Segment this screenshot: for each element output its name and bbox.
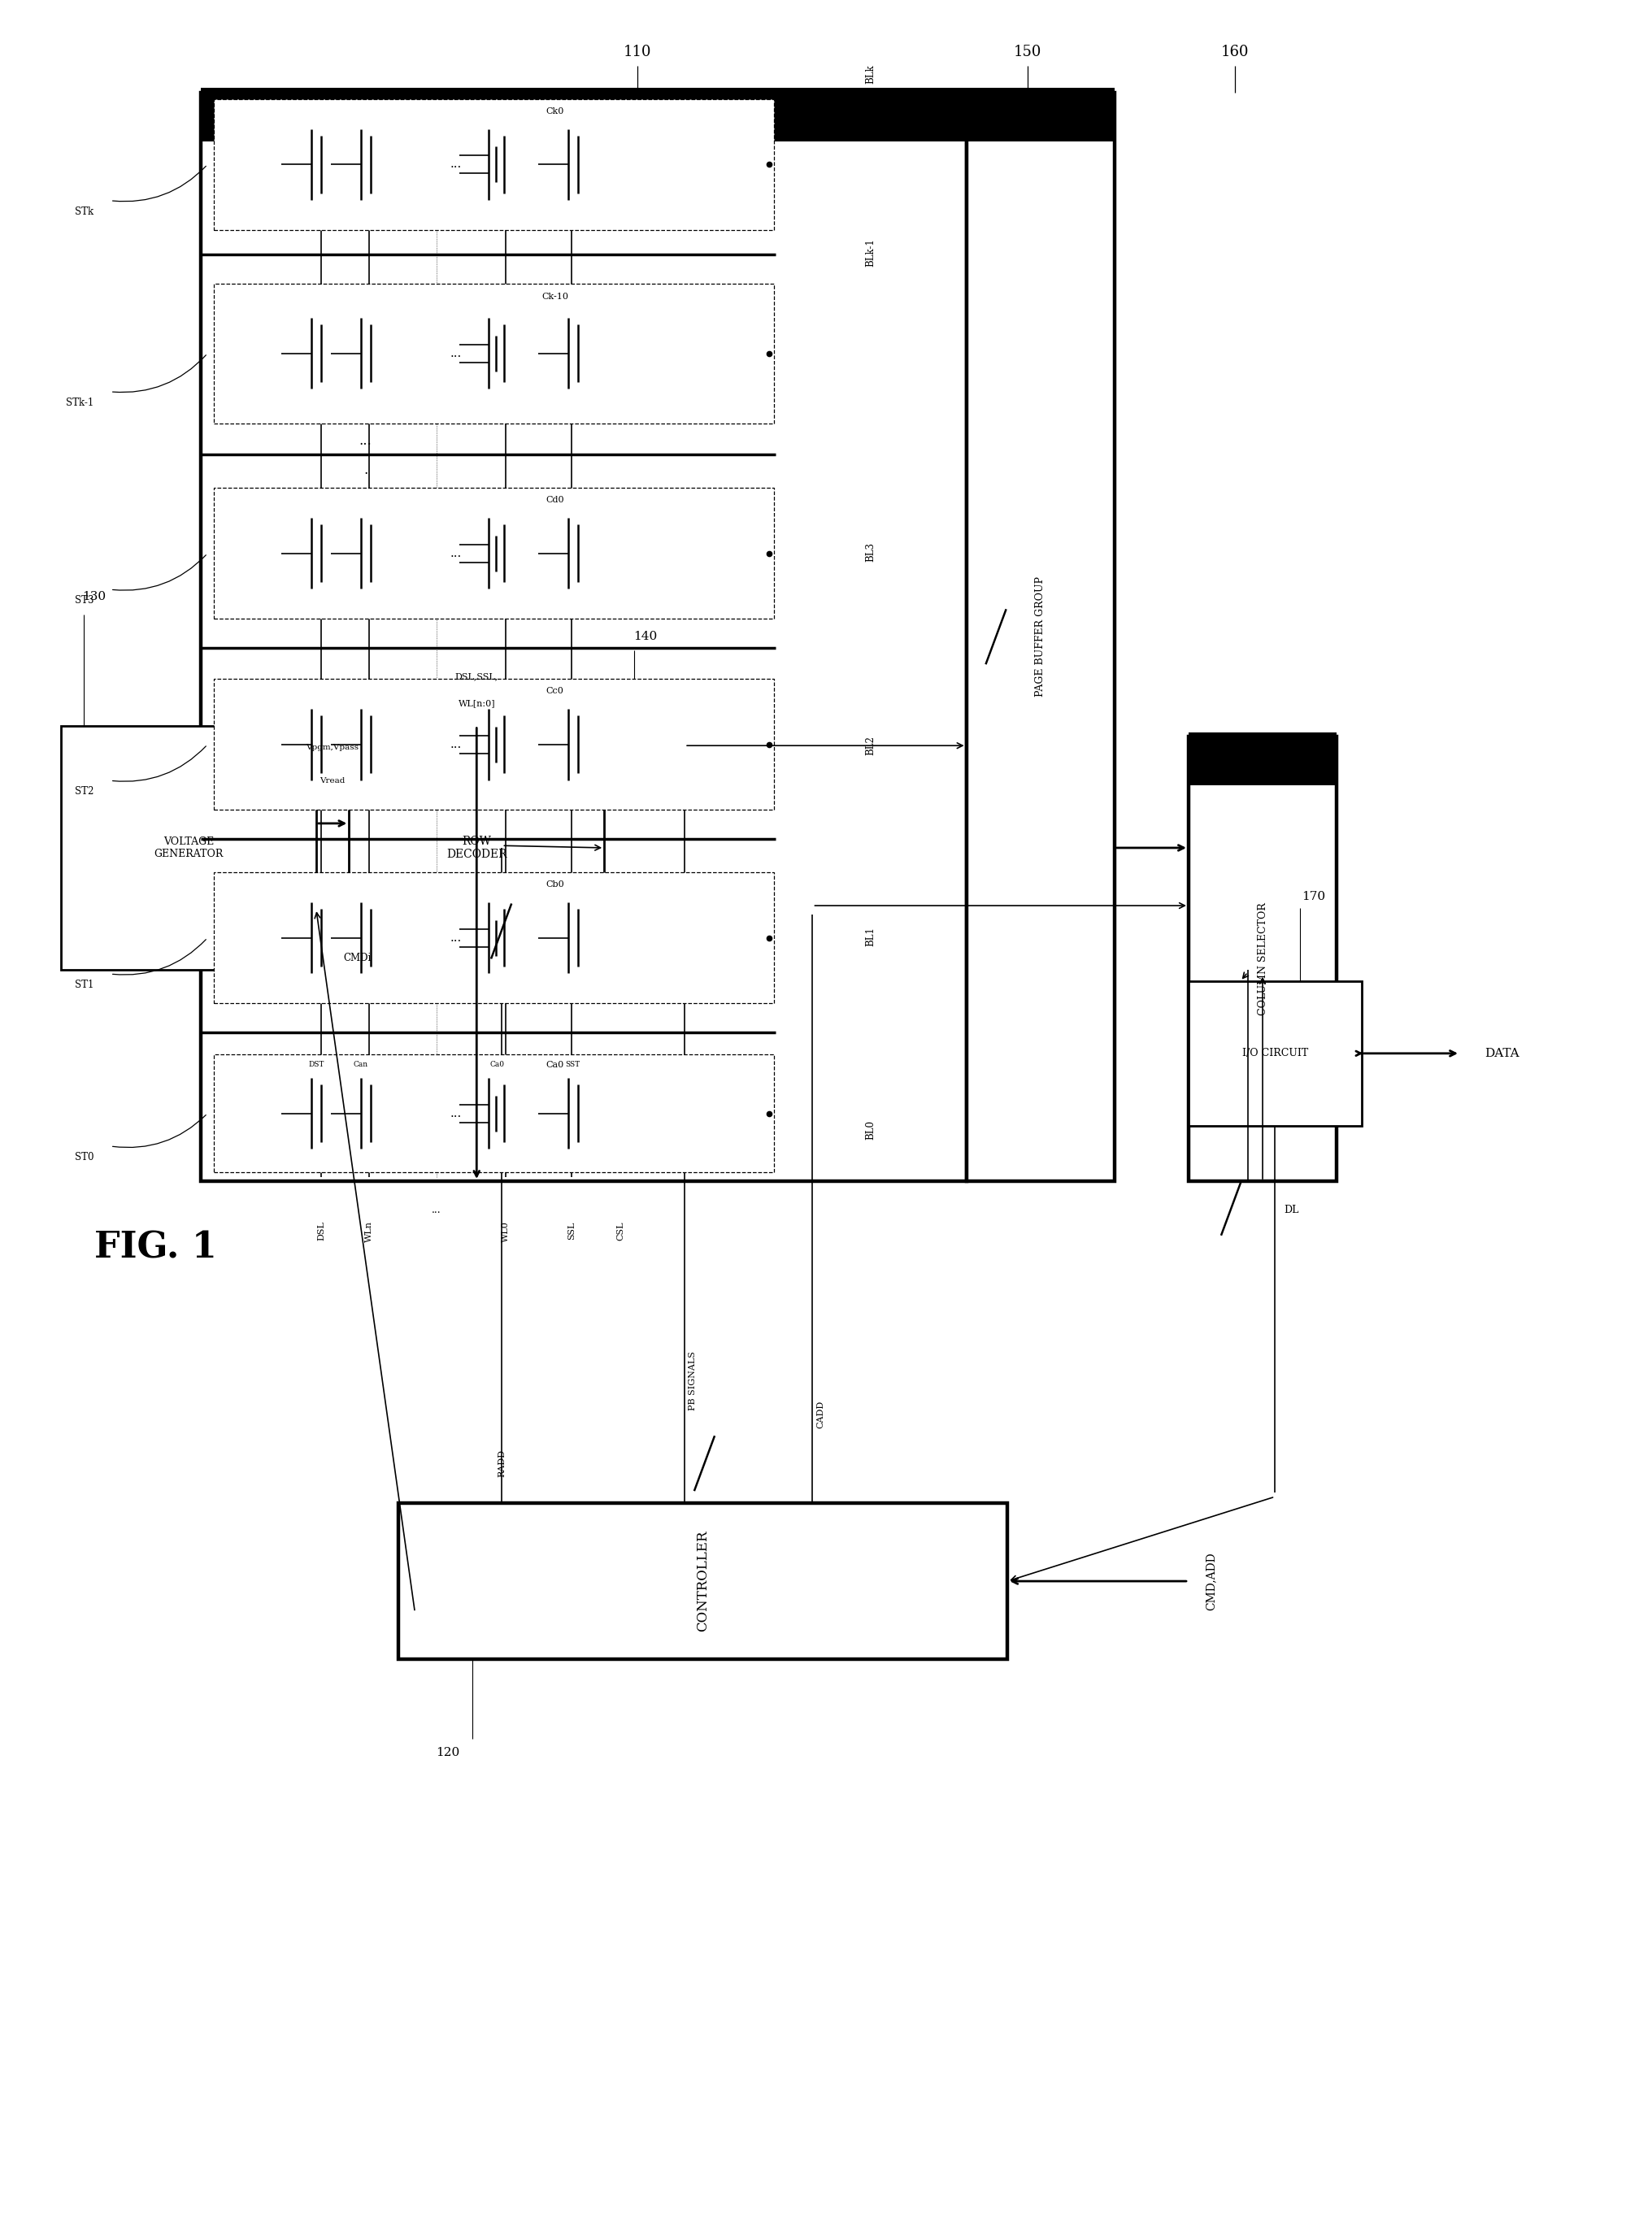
Text: ...: ... [449,158,461,169]
Text: 140: 140 [633,631,657,642]
Text: 160: 160 [1219,45,1247,60]
Bar [1188,981,1361,1126]
Text: Cb0: Cb0 [545,880,563,889]
Text: Cd0: Cd0 [545,495,563,504]
Text: 150: 150 [1013,45,1041,60]
Text: Ca0: Ca0 [489,1061,504,1068]
Text: CADD: CADD [816,1400,824,1429]
Text: RADD: RADD [497,1449,506,1478]
Text: WL0: WL0 [501,1221,509,1242]
Bar [215,488,773,620]
Text: 120: 120 [436,1748,459,1759]
Text: FIG. 1: FIG. 1 [94,1230,216,1266]
Text: ...: ... [449,348,461,359]
Text: DSL,SSL,: DSL,SSL, [454,673,497,680]
Text: BL0: BL0 [866,1121,876,1139]
Bar [202,87,966,140]
Text: Cc0: Cc0 [545,687,563,695]
Text: ...: ... [449,1108,461,1119]
Text: STk: STk [74,207,94,216]
Text: ST1: ST1 [74,981,94,990]
Text: I/O CIRCUIT: I/O CIRCUIT [1241,1048,1307,1059]
Bar [61,727,316,970]
Text: WLn: WLn [365,1221,373,1242]
Text: ...: ... [449,548,461,559]
Bar [215,98,773,230]
Text: ST2: ST2 [74,787,94,798]
Bar [1188,738,1336,1181]
Bar [349,727,605,970]
Text: Ck-10: Ck-10 [542,292,568,301]
Text: SST: SST [565,1061,580,1068]
Text: DL: DL [1284,1204,1298,1215]
Text: ROW
DECODER: ROW DECODER [446,836,507,860]
Text: ST3: ST3 [74,595,94,606]
Bar [215,283,773,424]
Text: .: . [363,464,367,477]
Text: BL3: BL3 [866,542,876,562]
Text: Can: Can [354,1061,368,1068]
Text: BLk-1: BLk-1 [866,239,876,267]
Text: ...: ... [431,1204,441,1215]
Text: ...: ... [358,435,372,448]
Text: Vread: Vread [320,778,345,785]
Text: CONTROLLER: CONTROLLER [695,1531,709,1632]
Text: WL[n:0]: WL[n:0] [458,700,496,707]
Text: BLk: BLk [866,65,876,85]
Text: CMDi: CMDi [344,952,372,963]
Text: 110: 110 [623,45,651,60]
Bar [215,1054,773,1172]
Text: CMD,ADD: CMD,ADD [1204,1551,1216,1609]
Text: Ca0: Ca0 [545,1061,563,1070]
Text: Ck0: Ck0 [545,107,563,116]
Text: COLUMN SELECTOR: COLUMN SELECTOR [1257,903,1267,1016]
Text: PAGE BUFFER GROUP: PAGE BUFFER GROUP [1034,577,1046,698]
Text: BL2: BL2 [866,736,876,756]
Text: Vpgm,Vpass: Vpgm,Vpass [306,744,358,751]
Text: 130: 130 [83,591,106,602]
Text: STk-1: STk-1 [66,397,94,408]
Bar [202,91,966,1181]
Text: ST0: ST0 [74,1152,94,1164]
Bar [966,87,1113,140]
Text: PB SIGNALS: PB SIGNALS [689,1351,697,1411]
Bar [966,91,1113,1181]
Text: ...: ... [449,932,461,943]
Bar [215,872,773,1003]
Text: VOLTAGE
GENERATOR: VOLTAGE GENERATOR [154,836,223,858]
Text: SSL: SSL [567,1221,575,1239]
Text: DST: DST [309,1061,324,1068]
Bar [215,680,773,809]
Bar [1188,733,1336,785]
Text: 170: 170 [1300,892,1325,903]
Text: ...: ... [449,738,461,751]
Text: BL1: BL1 [866,927,876,947]
Text: DSL: DSL [317,1221,325,1242]
Text: DATA: DATA [1483,1048,1518,1059]
Text: CSL: CSL [616,1221,624,1239]
Bar [398,1502,1008,1658]
